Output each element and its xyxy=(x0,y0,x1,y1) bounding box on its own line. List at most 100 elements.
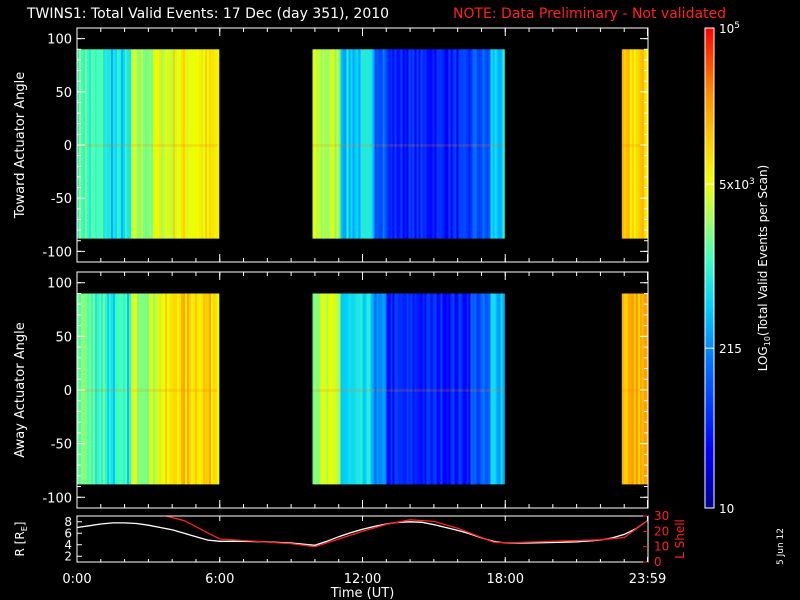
heatmap-stripe xyxy=(454,293,457,485)
heatmap-stripe xyxy=(623,49,627,239)
r-axis-label-main: R [R xyxy=(13,531,27,556)
heatmap-stripe xyxy=(348,49,351,239)
heatmap-stripe xyxy=(211,49,214,239)
heatmap-stripe xyxy=(318,49,321,239)
heatmap-stripe xyxy=(111,49,114,239)
y-tick-label: -100 xyxy=(42,491,72,506)
heatmap-stripe xyxy=(633,293,637,485)
heatmap-stripe xyxy=(131,49,134,239)
heatmap-stripe xyxy=(376,49,379,239)
heatmap-stripe xyxy=(125,293,128,485)
heatmap-stripe xyxy=(185,293,188,485)
l-shell-tick-label: 30 xyxy=(654,509,669,523)
heatmap-stripe xyxy=(476,293,479,485)
heatmap-stripe xyxy=(464,293,467,485)
heatmap-stripe xyxy=(83,49,86,239)
heatmap-stripe xyxy=(99,49,102,239)
heatmap-stripe xyxy=(406,49,409,239)
colorbar-tick-exp: 3 xyxy=(749,177,755,187)
heatmap-stripe xyxy=(81,49,84,239)
heatmap-stripe xyxy=(177,293,180,485)
heatmap-stripe xyxy=(203,293,206,485)
heatmap-stripe xyxy=(135,293,138,485)
heatmap-stripe xyxy=(159,49,162,239)
r-tick-label: 4 xyxy=(64,538,72,552)
heatmap-stripe xyxy=(147,293,150,485)
heatmap-stripe xyxy=(89,49,92,239)
heatmap-stripe xyxy=(133,49,136,239)
heatmap-stripe xyxy=(342,49,345,239)
heatmap-stripe xyxy=(105,49,108,239)
heatmap-stripe xyxy=(163,293,166,485)
zero-angle-band xyxy=(77,143,218,147)
heatmap-stripe xyxy=(79,293,82,485)
heatmap-stripe xyxy=(340,293,343,485)
zero-angle-band xyxy=(621,388,648,392)
heatmap-stripe xyxy=(81,293,84,485)
heatmap-stripe xyxy=(205,49,208,239)
heatmap-stripe xyxy=(344,49,347,239)
heatmap-stripe xyxy=(197,293,200,485)
heatmap-stripe xyxy=(107,293,110,485)
heatmap-stripe xyxy=(424,49,427,239)
heatmap-stripe xyxy=(428,293,431,485)
heatmap-stripe xyxy=(388,293,391,485)
heatmap-stripe xyxy=(494,293,497,485)
heatmap-stripe xyxy=(452,293,455,485)
r-axis-label: R [RE] xyxy=(13,522,29,557)
heatmap-stripe xyxy=(370,49,373,239)
heatmap-stripe xyxy=(356,293,359,485)
heatmap-stripe xyxy=(183,293,186,485)
heatmap-stripe xyxy=(324,49,327,239)
heatmap-stripe xyxy=(458,293,461,485)
heatmap-stripe xyxy=(143,49,146,239)
heatmap-stripe xyxy=(189,49,192,239)
heatmap-stripe xyxy=(378,293,381,485)
heatmap-stripe xyxy=(169,49,172,239)
colorbar-tick-base: 215 xyxy=(719,342,742,356)
r-axis-label-sub: E xyxy=(20,526,29,531)
heatmap-stripe xyxy=(322,293,325,485)
heatmap-stripe xyxy=(358,49,361,239)
heatmap-stripe xyxy=(474,49,477,239)
heatmap-stripe xyxy=(356,49,359,239)
x-tick-label: 23:59 xyxy=(629,572,666,587)
heatmap-stripe xyxy=(488,49,491,239)
heatmap-stripe xyxy=(332,49,335,239)
heatmap-stripe xyxy=(428,49,431,239)
heatmap-stripe xyxy=(207,293,210,485)
heatmap-stripe xyxy=(169,293,172,485)
y-tick-label: -50 xyxy=(51,192,72,207)
l-shell-axis-label: L Shell xyxy=(673,519,687,559)
l-shell-tick-label: 10 xyxy=(654,540,669,554)
heatmap-stripe xyxy=(370,293,373,485)
heatmap-stripe xyxy=(645,293,649,485)
heatmap-stripe xyxy=(109,293,112,485)
heatmap-stripe xyxy=(213,49,216,239)
heatmap-stripe xyxy=(137,49,140,239)
heatmap-stripe xyxy=(101,293,104,485)
heatmap-stripe xyxy=(201,49,204,239)
heatmap-stripe xyxy=(197,49,200,239)
heatmap-stripe xyxy=(330,49,333,239)
heatmap-stripe xyxy=(215,49,218,239)
heatmap-stripe xyxy=(629,293,633,485)
heatmap-stripe xyxy=(625,293,629,485)
heatmap-stripe xyxy=(492,293,495,485)
heatmap-stripe xyxy=(149,293,152,485)
heatmap-stripe xyxy=(217,293,220,485)
heatmap-stripe xyxy=(121,49,124,239)
preliminary-note: NOTE: Data Preliminary - Not validated xyxy=(453,6,727,22)
heatmap-stripe xyxy=(175,49,178,239)
heatmap-stripe xyxy=(390,49,393,239)
heatmap-stripe xyxy=(468,293,471,485)
heatmap-stripe xyxy=(639,49,643,239)
colorbar-tick-exp: 5 xyxy=(734,21,740,31)
heatmap-stripe xyxy=(460,49,463,239)
l-shell-tick-label: 0 xyxy=(654,555,662,569)
heatmap-stripe xyxy=(382,293,385,485)
heatmap-stripe xyxy=(446,293,449,485)
heatmap-stripe xyxy=(366,293,369,485)
heatmap-stripe xyxy=(418,293,421,485)
y-tick-label: 50 xyxy=(55,330,72,345)
